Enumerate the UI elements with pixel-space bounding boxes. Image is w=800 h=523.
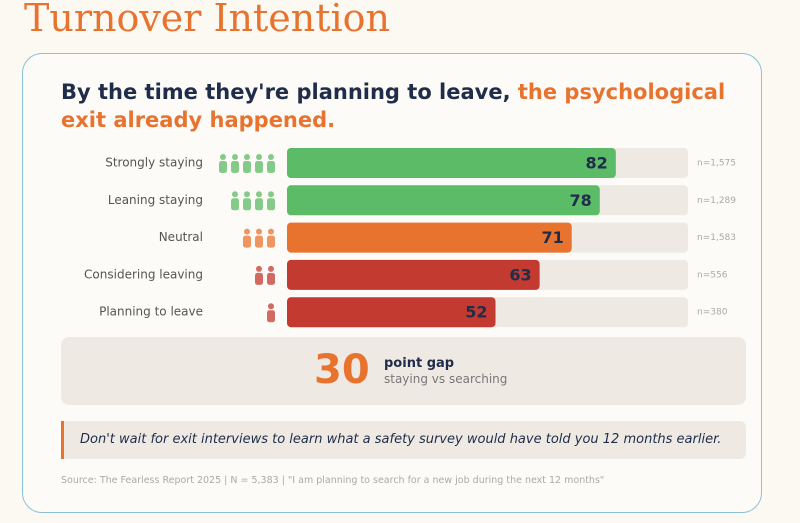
person-icon-head bbox=[256, 265, 262, 272]
headline: By the time they're planning to leave, t… bbox=[61, 78, 741, 134]
source: Source: The Fearless Report 2025 | N = 5… bbox=[61, 475, 605, 486]
value-label: 78 bbox=[570, 191, 592, 210]
headline-text: By the time they're planning to leave, bbox=[61, 80, 511, 104]
bar bbox=[287, 185, 600, 216]
value-label: 71 bbox=[541, 228, 563, 247]
person-icon-body bbox=[231, 198, 239, 211]
gap-box bbox=[61, 337, 746, 405]
gap-sublabel: staying vs searching bbox=[384, 372, 508, 386]
person-icon-head bbox=[256, 154, 262, 160]
person-icon-body bbox=[267, 161, 275, 173]
person-icon-body bbox=[267, 272, 275, 285]
person-icon-body bbox=[243, 235, 251, 248]
person-icon-body bbox=[219, 161, 227, 173]
headline-highlight: the psychological exit already happened. bbox=[61, 80, 726, 132]
person-icon-head bbox=[232, 154, 238, 160]
person-icon-head bbox=[268, 154, 274, 160]
category-label: Strongly staying bbox=[105, 156, 203, 170]
person-icon-body bbox=[243, 198, 251, 211]
sample-size: n=1,583 bbox=[697, 233, 736, 243]
category-label: Considering leaving bbox=[84, 267, 203, 281]
person-icon-head bbox=[268, 303, 274, 310]
bar bbox=[287, 297, 496, 328]
gap-label: point gap bbox=[384, 356, 455, 371]
person-icon-body bbox=[267, 235, 275, 248]
quote: Don't wait for exit interviews to learn … bbox=[80, 432, 722, 447]
person-icon-head bbox=[232, 191, 238, 198]
person-icon-head bbox=[244, 154, 250, 160]
person-icon-head bbox=[268, 191, 274, 198]
sample-size: n=1,289 bbox=[697, 196, 736, 206]
person-icon-body bbox=[255, 198, 263, 211]
person-icon-body bbox=[267, 310, 275, 323]
category-label: Neutral bbox=[159, 230, 203, 244]
value-label: 63 bbox=[509, 265, 531, 284]
person-icon-head bbox=[268, 265, 274, 272]
quote-box bbox=[61, 421, 746, 459]
person-icon-head bbox=[256, 191, 262, 198]
person-icon-body bbox=[255, 272, 263, 285]
person-icon-head bbox=[244, 228, 250, 235]
person-icon-body bbox=[267, 198, 275, 211]
person-icon-head bbox=[256, 228, 262, 235]
person-icon-body bbox=[255, 235, 263, 248]
bar bbox=[287, 148, 616, 178]
bar bbox=[287, 222, 572, 253]
person-icon-head bbox=[220, 154, 226, 160]
sample-size: n=380 bbox=[697, 308, 728, 318]
person-icon-body bbox=[231, 161, 239, 173]
value-label: 52 bbox=[465, 303, 487, 322]
person-icon-head bbox=[268, 228, 274, 235]
sample-size: n=556 bbox=[697, 270, 728, 280]
page-title: Turnover Intention bbox=[24, 0, 391, 40]
person-icon-body bbox=[255, 161, 263, 173]
person-icon-head bbox=[244, 191, 250, 198]
person-icon-body bbox=[243, 161, 251, 173]
gap-number: 30 bbox=[314, 347, 370, 393]
category-label: Leaning staying bbox=[108, 193, 203, 207]
bar bbox=[287, 259, 540, 290]
category-label: Planning to leave bbox=[99, 305, 203, 319]
value-label: 82 bbox=[586, 154, 608, 173]
sample-size: n=1,575 bbox=[697, 159, 736, 169]
